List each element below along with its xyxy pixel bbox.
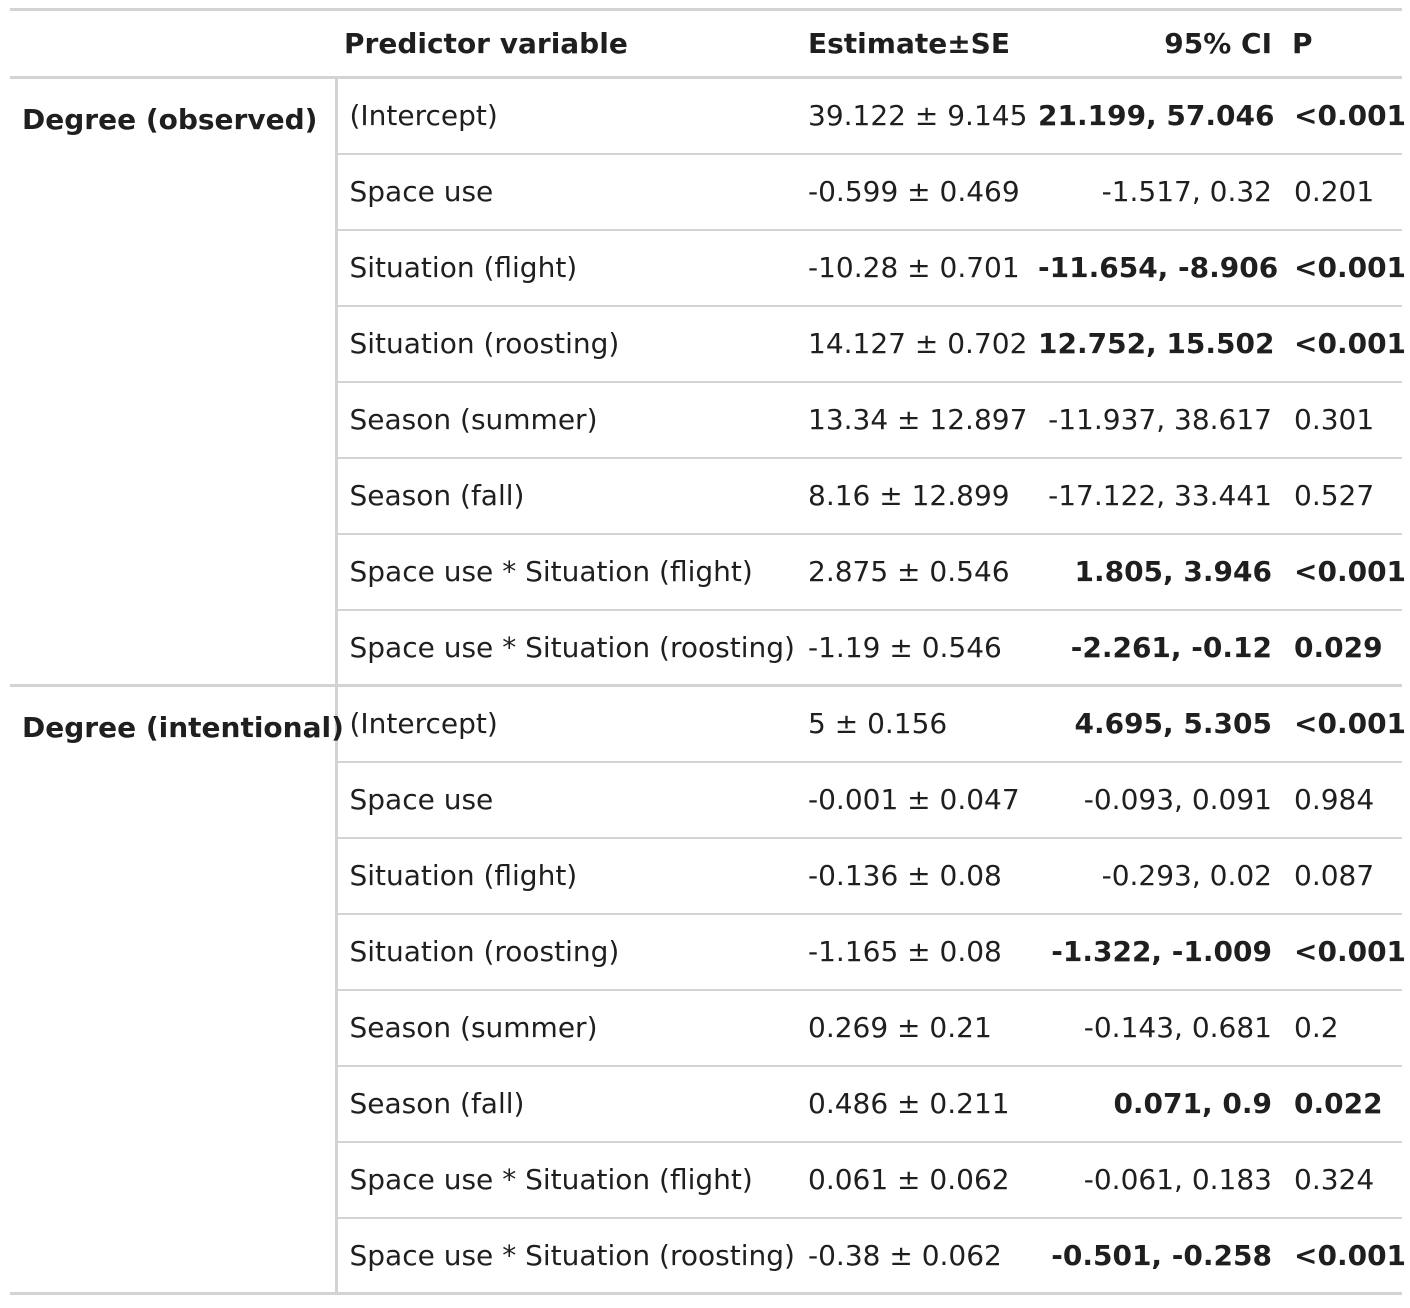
- header-ci: 95% CI: [1030, 8, 1284, 79]
- header-estimate: Estimate±SE: [800, 8, 1030, 79]
- table-row: Situation (roosting) 14.127 ± 0.702 12.752…: [10, 305, 1406, 383]
- p-value-cell: 0.029: [1284, 609, 1402, 687]
- p-value-cell: 0.201: [1284, 153, 1402, 231]
- header-row: Predictor variable Estimate±SE 95% CI P: [10, 8, 1402, 79]
- predictor-cell: Season (summer): [336, 381, 800, 459]
- table-row: Situation (flight) -0.136 ± 0.08 -0.293, 0…: [10, 837, 1402, 915]
- p-value-cell: <0.001: [1284, 913, 1406, 991]
- estimate-cell: 5 ± 0.156: [800, 685, 1030, 763]
- table-row: Situation (roosting) -1.165 ± 0.08 -1.322,…: [10, 913, 1406, 991]
- predictor-cell: Space use * Situation (flight): [336, 1141, 800, 1219]
- predictor-cell: Space use * Situation (flight): [336, 533, 800, 611]
- regression-table: Predictor variable Estimate±SE 95% CI P …: [10, 8, 1406, 1295]
- table-row: Situation (flight) -10.28 ± 0.701 -11.654,…: [10, 229, 1406, 307]
- predictor-cell: Space use: [336, 761, 800, 839]
- estimate-cell: 0.269 ± 0.21: [800, 989, 1030, 1067]
- ci-cell: -2.261, -0.12: [1030, 609, 1284, 687]
- predictor-cell: Situation (flight): [336, 837, 800, 915]
- header-group: [10, 8, 336, 79]
- p-value-cell: <0.001: [1284, 533, 1406, 611]
- table-row: Degree (intentional) (Intercept) 5 ± 0.156…: [10, 685, 1406, 1295]
- predictor-cell: Space use * Situation (roosting): [336, 609, 800, 687]
- table-row: Season (summer) 13.34 ± 12.897 -11.937, 38…: [10, 381, 1402, 459]
- ci-cell: 12.752, 15.502: [1030, 305, 1284, 383]
- table-row: Space use -0.001 ± 0.047 -0.093, 0.091 0.98…: [10, 761, 1402, 839]
- p-value-cell: 0.324: [1284, 1141, 1402, 1219]
- predictor-cell: Space use: [336, 153, 800, 231]
- predictor-cell: Season (fall): [336, 1065, 800, 1143]
- ci-cell: 4.695, 5.305: [1030, 685, 1284, 763]
- table-row: Space use -0.599 ± 0.469 -1.517, 0.32 0.201: [10, 153, 1402, 231]
- estimate-cell: 39.122 ± 9.145: [800, 77, 1030, 155]
- estimate-cell: 14.127 ± 0.702: [800, 305, 1030, 383]
- table-row: Degree (observed) (Intercept) 39.122 ± 9.1…: [10, 77, 1406, 687]
- predictor-cell: (Intercept): [336, 77, 800, 155]
- group-label: Degree (intentional): [10, 685, 344, 1295]
- predictor-cell: Season (summer): [336, 989, 800, 1067]
- predictor-cell: (Intercept): [336, 685, 800, 763]
- ci-cell: -0.061, 0.183: [1030, 1141, 1284, 1219]
- ci-cell: -0.501, -0.258: [1030, 1217, 1284, 1295]
- table-row: Season (fall) 0.486 ± 0.211 0.071, 0.9 0.02…: [10, 1065, 1402, 1143]
- ci-cell: -0.143, 0.681: [1030, 989, 1284, 1067]
- ci-cell: 1.805, 3.946: [1030, 533, 1284, 611]
- estimate-cell: 13.34 ± 12.897: [800, 381, 1030, 459]
- predictor-cell: Situation (flight): [336, 229, 800, 307]
- estimate-cell: -1.165 ± 0.08: [800, 913, 1030, 991]
- ci-cell: -11.937, 38.617: [1030, 381, 1284, 459]
- ci-cell: -1.517, 0.32: [1030, 153, 1284, 231]
- table-row: Season (summer) 0.269 ± 0.21 -0.143, 0.681…: [10, 989, 1402, 1067]
- predictor-cell: Situation (roosting): [336, 913, 800, 991]
- estimate-cell: -1.19 ± 0.546: [800, 609, 1030, 687]
- p-value-cell: <0.001: [1284, 685, 1406, 763]
- table-row: Season (fall) 8.16 ± 12.899 -17.122, 33.44…: [10, 457, 1402, 535]
- p-value-cell: 0.022: [1284, 1065, 1402, 1143]
- table-row: Space use * Situation (roosting) -1.19 ± …: [10, 609, 1402, 687]
- p-value-cell: <0.001: [1284, 305, 1406, 383]
- group-label: Degree (observed): [10, 77, 338, 687]
- ci-cell: 0.071, 0.9: [1030, 1065, 1284, 1143]
- p-value-cell: 0.984: [1284, 761, 1402, 839]
- estimate-cell: -10.28 ± 0.701: [800, 229, 1030, 307]
- p-value-cell: 0.2: [1284, 989, 1402, 1067]
- ci-cell: -0.293, 0.02: [1030, 837, 1284, 915]
- estimate-cell: -0.38 ± 0.062: [800, 1217, 1030, 1295]
- estimate-cell: 0.061 ± 0.062: [800, 1141, 1030, 1219]
- predictor-cell: Space use * Situation (roosting): [336, 1217, 800, 1295]
- table-header: Predictor variable Estimate±SE 95% CI P: [10, 8, 1402, 79]
- predictor-cell: Season (fall): [336, 457, 800, 535]
- estimate-cell: -0.599 ± 0.469: [800, 153, 1030, 231]
- estimate-cell: 2.875 ± 0.546: [800, 533, 1030, 611]
- table-row: Space use * Situation (roosting) -0.38 ± …: [10, 1217, 1406, 1295]
- ci-cell: -17.122, 33.441: [1030, 457, 1284, 535]
- table-body: Degree (observed) (Intercept) 39.122 ± 9.1…: [10, 77, 1406, 1295]
- estimate-cell: -0.001 ± 0.047: [800, 761, 1030, 839]
- ci-cell: -11.654, -8.906: [1030, 229, 1284, 307]
- p-value-cell: <0.001: [1284, 77, 1406, 155]
- p-value-cell: 0.527: [1284, 457, 1402, 535]
- p-value-cell: <0.001: [1284, 1217, 1406, 1295]
- p-value-cell: 0.087: [1284, 837, 1402, 915]
- p-value-cell: <0.001: [1284, 229, 1406, 307]
- p-value-cell: 0.301: [1284, 381, 1402, 459]
- ci-cell: 21.199, 57.046: [1030, 77, 1284, 155]
- ci-cell: -0.093, 0.091: [1030, 761, 1284, 839]
- header-predictor: Predictor variable: [336, 8, 800, 79]
- table-row: Space use * Situation (flight) 0.061 ± 0.…: [10, 1141, 1402, 1219]
- estimate-cell: -0.136 ± 0.08: [800, 837, 1030, 915]
- table-row: Space use * Situation (flight) 2.875 ± 0.…: [10, 533, 1406, 611]
- estimate-cell: 0.486 ± 0.211: [800, 1065, 1030, 1143]
- estimate-cell: 8.16 ± 12.899: [800, 457, 1030, 535]
- predictor-cell: Situation (roosting): [336, 305, 800, 383]
- header-p: P: [1284, 8, 1402, 79]
- ci-cell: -1.322, -1.009: [1030, 913, 1284, 991]
